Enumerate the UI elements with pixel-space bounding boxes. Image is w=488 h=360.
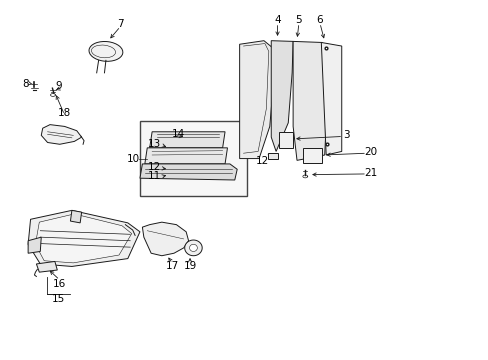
Polygon shape: [35, 214, 131, 263]
Polygon shape: [142, 222, 188, 256]
Text: 9: 9: [55, 81, 62, 91]
Polygon shape: [36, 261, 57, 272]
Polygon shape: [70, 210, 81, 223]
Text: 6: 6: [316, 15, 323, 25]
Polygon shape: [184, 240, 202, 256]
Text: 14: 14: [172, 129, 185, 139]
Text: 3: 3: [343, 130, 349, 140]
Text: 5: 5: [295, 15, 302, 25]
Polygon shape: [149, 132, 224, 148]
Polygon shape: [28, 237, 41, 253]
Polygon shape: [28, 210, 140, 266]
Text: 11: 11: [148, 171, 161, 181]
Text: 7: 7: [117, 18, 123, 28]
Text: 12: 12: [148, 162, 161, 172]
Polygon shape: [239, 41, 273, 158]
Polygon shape: [271, 41, 292, 152]
Polygon shape: [292, 41, 327, 160]
Text: 19: 19: [183, 261, 196, 271]
Text: 18: 18: [58, 108, 71, 118]
Text: 13: 13: [148, 139, 161, 149]
Text: 8: 8: [22, 78, 29, 89]
Polygon shape: [144, 148, 227, 164]
Text: 17: 17: [165, 261, 179, 271]
Text: 20: 20: [364, 147, 377, 157]
Polygon shape: [189, 244, 197, 251]
Bar: [140, 121, 246, 196]
Text: 21: 21: [364, 168, 377, 178]
Polygon shape: [140, 164, 237, 180]
Text: 12: 12: [255, 156, 268, 166]
Polygon shape: [267, 153, 277, 159]
Polygon shape: [321, 42, 341, 155]
Text: 15: 15: [52, 294, 65, 303]
Text: 16: 16: [53, 279, 66, 289]
Text: 10: 10: [126, 154, 140, 164]
Ellipse shape: [89, 41, 122, 61]
Polygon shape: [302, 148, 322, 163]
Polygon shape: [278, 132, 292, 148]
Text: 4: 4: [274, 15, 280, 25]
Polygon shape: [41, 125, 81, 144]
